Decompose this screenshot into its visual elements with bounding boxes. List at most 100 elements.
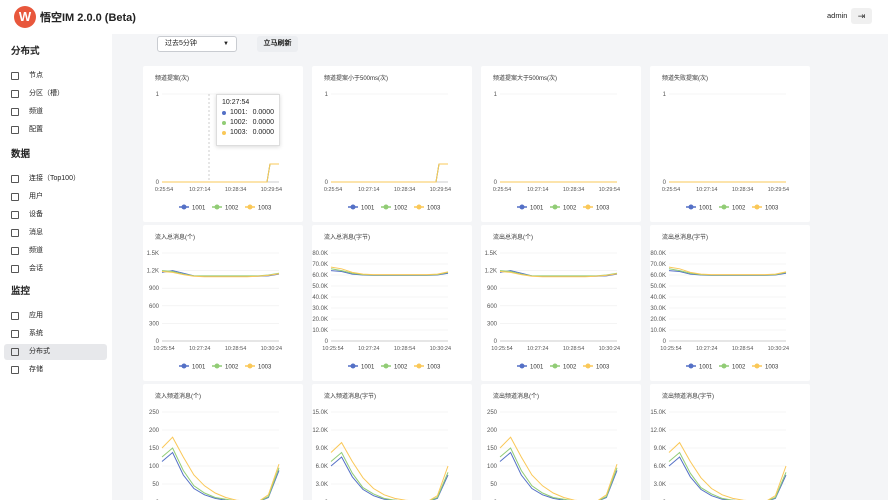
x-tick-label: 10:27:24	[189, 346, 210, 352]
legend-marker	[552, 204, 558, 210]
y-tick-label: 12.0K	[312, 428, 328, 434]
y-tick-label: 6.0K	[316, 464, 328, 470]
chart-card: 流入总消息(字节) 0 10.0K 20.0K 30.0K 40.0K 50.0K 60.0K…	[312, 225, 472, 381]
chart-card: 流入频道消息(个)050100150200250	[143, 384, 303, 500]
tooltip-series: 1003	[230, 129, 246, 136]
legend-marker	[585, 204, 591, 210]
x-tick-label: 10:28:54	[394, 346, 415, 352]
y-tick-label: 250	[487, 410, 498, 416]
sidebar-item-label: 会话	[29, 265, 43, 272]
legend-label[interactable]: 1003	[258, 365, 272, 371]
storage-icon	[11, 366, 19, 374]
sidebar-item[interactable]: 存储	[4, 362, 107, 378]
legend-label[interactable]: 1001	[530, 365, 544, 371]
legend-label[interactable]: 1002	[225, 365, 239, 371]
legend-label[interactable]: 1001	[530, 206, 544, 212]
y-tick-label: 0	[325, 339, 329, 345]
sidebar-item[interactable]: 会话	[4, 261, 107, 277]
legend-label[interactable]: 1003	[765, 365, 779, 371]
chart-card: 流出频道消息(个)050100150200250	[481, 384, 641, 500]
series-line-1001	[331, 163, 448, 183]
sidebar-item[interactable]: 频道	[4, 104, 107, 120]
chart-card: 频道提案大于500ms(次) 0 1 0:25:54 10:27:14 10:28:34 1…	[481, 66, 641, 222]
legend-label[interactable]: 1002	[394, 365, 408, 371]
legend-label[interactable]: 1002	[732, 365, 746, 371]
sidebar-item[interactable]: 连接（Top100）	[4, 171, 107, 187]
y-tick-label: 1.2K	[147, 269, 159, 275]
legend-label[interactable]: 1003	[596, 365, 610, 371]
legend-label[interactable]: 1001	[699, 365, 713, 371]
cluster-icon	[11, 348, 19, 356]
sidebar-item-label: 频道	[29, 247, 43, 254]
sidebar-item[interactable]: 频道	[4, 243, 107, 259]
series-line-1002	[331, 163, 448, 183]
sidebar-item-label: 分布式	[29, 348, 50, 355]
sidebar-item[interactable]: 用户	[4, 189, 107, 205]
legend-label[interactable]: 1001	[361, 206, 375, 212]
y-tick-label: 15.0K	[650, 410, 666, 416]
sidebar-item[interactable]: 分区（槽）	[4, 86, 107, 102]
tooltip-series: 1001	[230, 109, 246, 116]
legend-label[interactable]: 1003	[596, 206, 610, 212]
legend-label[interactable]: 1002	[563, 206, 577, 212]
sidebar-item[interactable]: 系统	[4, 326, 107, 342]
time-range-select[interactable]: 过去5分钟 ▼	[157, 36, 237, 52]
legend-label[interactable]: 1001	[699, 206, 713, 212]
logo-icon: W	[14, 6, 36, 28]
series-line-1003	[330, 266, 449, 276]
y-tick-label: 1	[156, 92, 160, 98]
series-line-1003	[668, 441, 787, 500]
legend-label[interactable]: 1002	[732, 206, 746, 212]
series-line-1003	[499, 436, 618, 500]
y-tick-label: 50	[152, 482, 159, 488]
sidebar-item[interactable]: 设备	[4, 207, 107, 223]
sidebar-item[interactable]: 配置	[4, 122, 107, 138]
legend-label[interactable]: 1002	[563, 365, 577, 371]
legend-label[interactable]: 1003	[765, 206, 779, 212]
legend-label[interactable]: 1001	[192, 206, 206, 212]
legend-label[interactable]: 1001	[192, 365, 206, 371]
legend-label[interactable]: 1001	[361, 365, 375, 371]
legend-marker	[519, 363, 525, 369]
x-tick-label: 10:29:54	[430, 187, 451, 193]
refresh-button[interactable]: 立马刷新	[257, 36, 298, 52]
x-tick-label: 0:25:54	[324, 187, 342, 193]
sidebar-item[interactable]: 消息	[4, 225, 107, 241]
x-tick-label: 10:25:54	[491, 346, 512, 352]
legend-marker	[416, 204, 422, 210]
sidebar-item[interactable]: 应用	[4, 308, 107, 324]
legend-label[interactable]: 1003	[427, 365, 441, 371]
y-tick-label: 20.0K	[312, 317, 328, 323]
legend-label[interactable]: 1002	[225, 206, 239, 212]
y-tick-label: 1.5K	[485, 251, 497, 257]
chart-title: 频道失败提案(次)	[662, 76, 708, 82]
x-tick-label: 10:28:34	[732, 187, 753, 193]
legend-marker	[688, 363, 694, 369]
config-icon	[11, 126, 19, 134]
y-tick-label: 0	[156, 339, 160, 345]
y-tick-label: 1	[494, 92, 498, 98]
legend-label[interactable]: 1003	[427, 206, 441, 212]
chart-card: 流出总消息(字节) 0 10.0K 20.0K 30.0K 40.0K 50.0K 60.0K…	[650, 225, 810, 381]
legend-marker	[552, 363, 558, 369]
legend-marker	[721, 204, 727, 210]
legend-marker	[416, 363, 422, 369]
line-chart: 0 300 600 900 1.2K 1.5K 10:25:54 10:27:24 10:28:…	[485, 251, 620, 371]
sidebar-item[interactable]: 节点	[4, 68, 107, 84]
sidebar-item[interactable]: 分布式	[4, 344, 107, 360]
sidebar-section-title: 分布式	[11, 46, 40, 57]
x-tick-label: 10:30:24	[430, 346, 451, 352]
top-bar: W 悟空IM 2.0.0 (Beta) admin ⇥	[0, 0, 888, 34]
y-tick-label: 70.0K	[312, 262, 328, 268]
legend-marker	[585, 363, 591, 369]
line-chart: 0 1 0:25:54 10:27:14 10:28:34 10:29:54 1001 100…	[662, 92, 789, 212]
legend-label[interactable]: 1003	[258, 206, 272, 212]
series-line-1003	[499, 271, 618, 278]
user-name[interactable]: admin	[827, 11, 848, 20]
legend-label[interactable]: 1002	[394, 206, 408, 212]
message-icon	[11, 229, 19, 237]
logout-icon[interactable]: ⇥	[851, 8, 872, 24]
